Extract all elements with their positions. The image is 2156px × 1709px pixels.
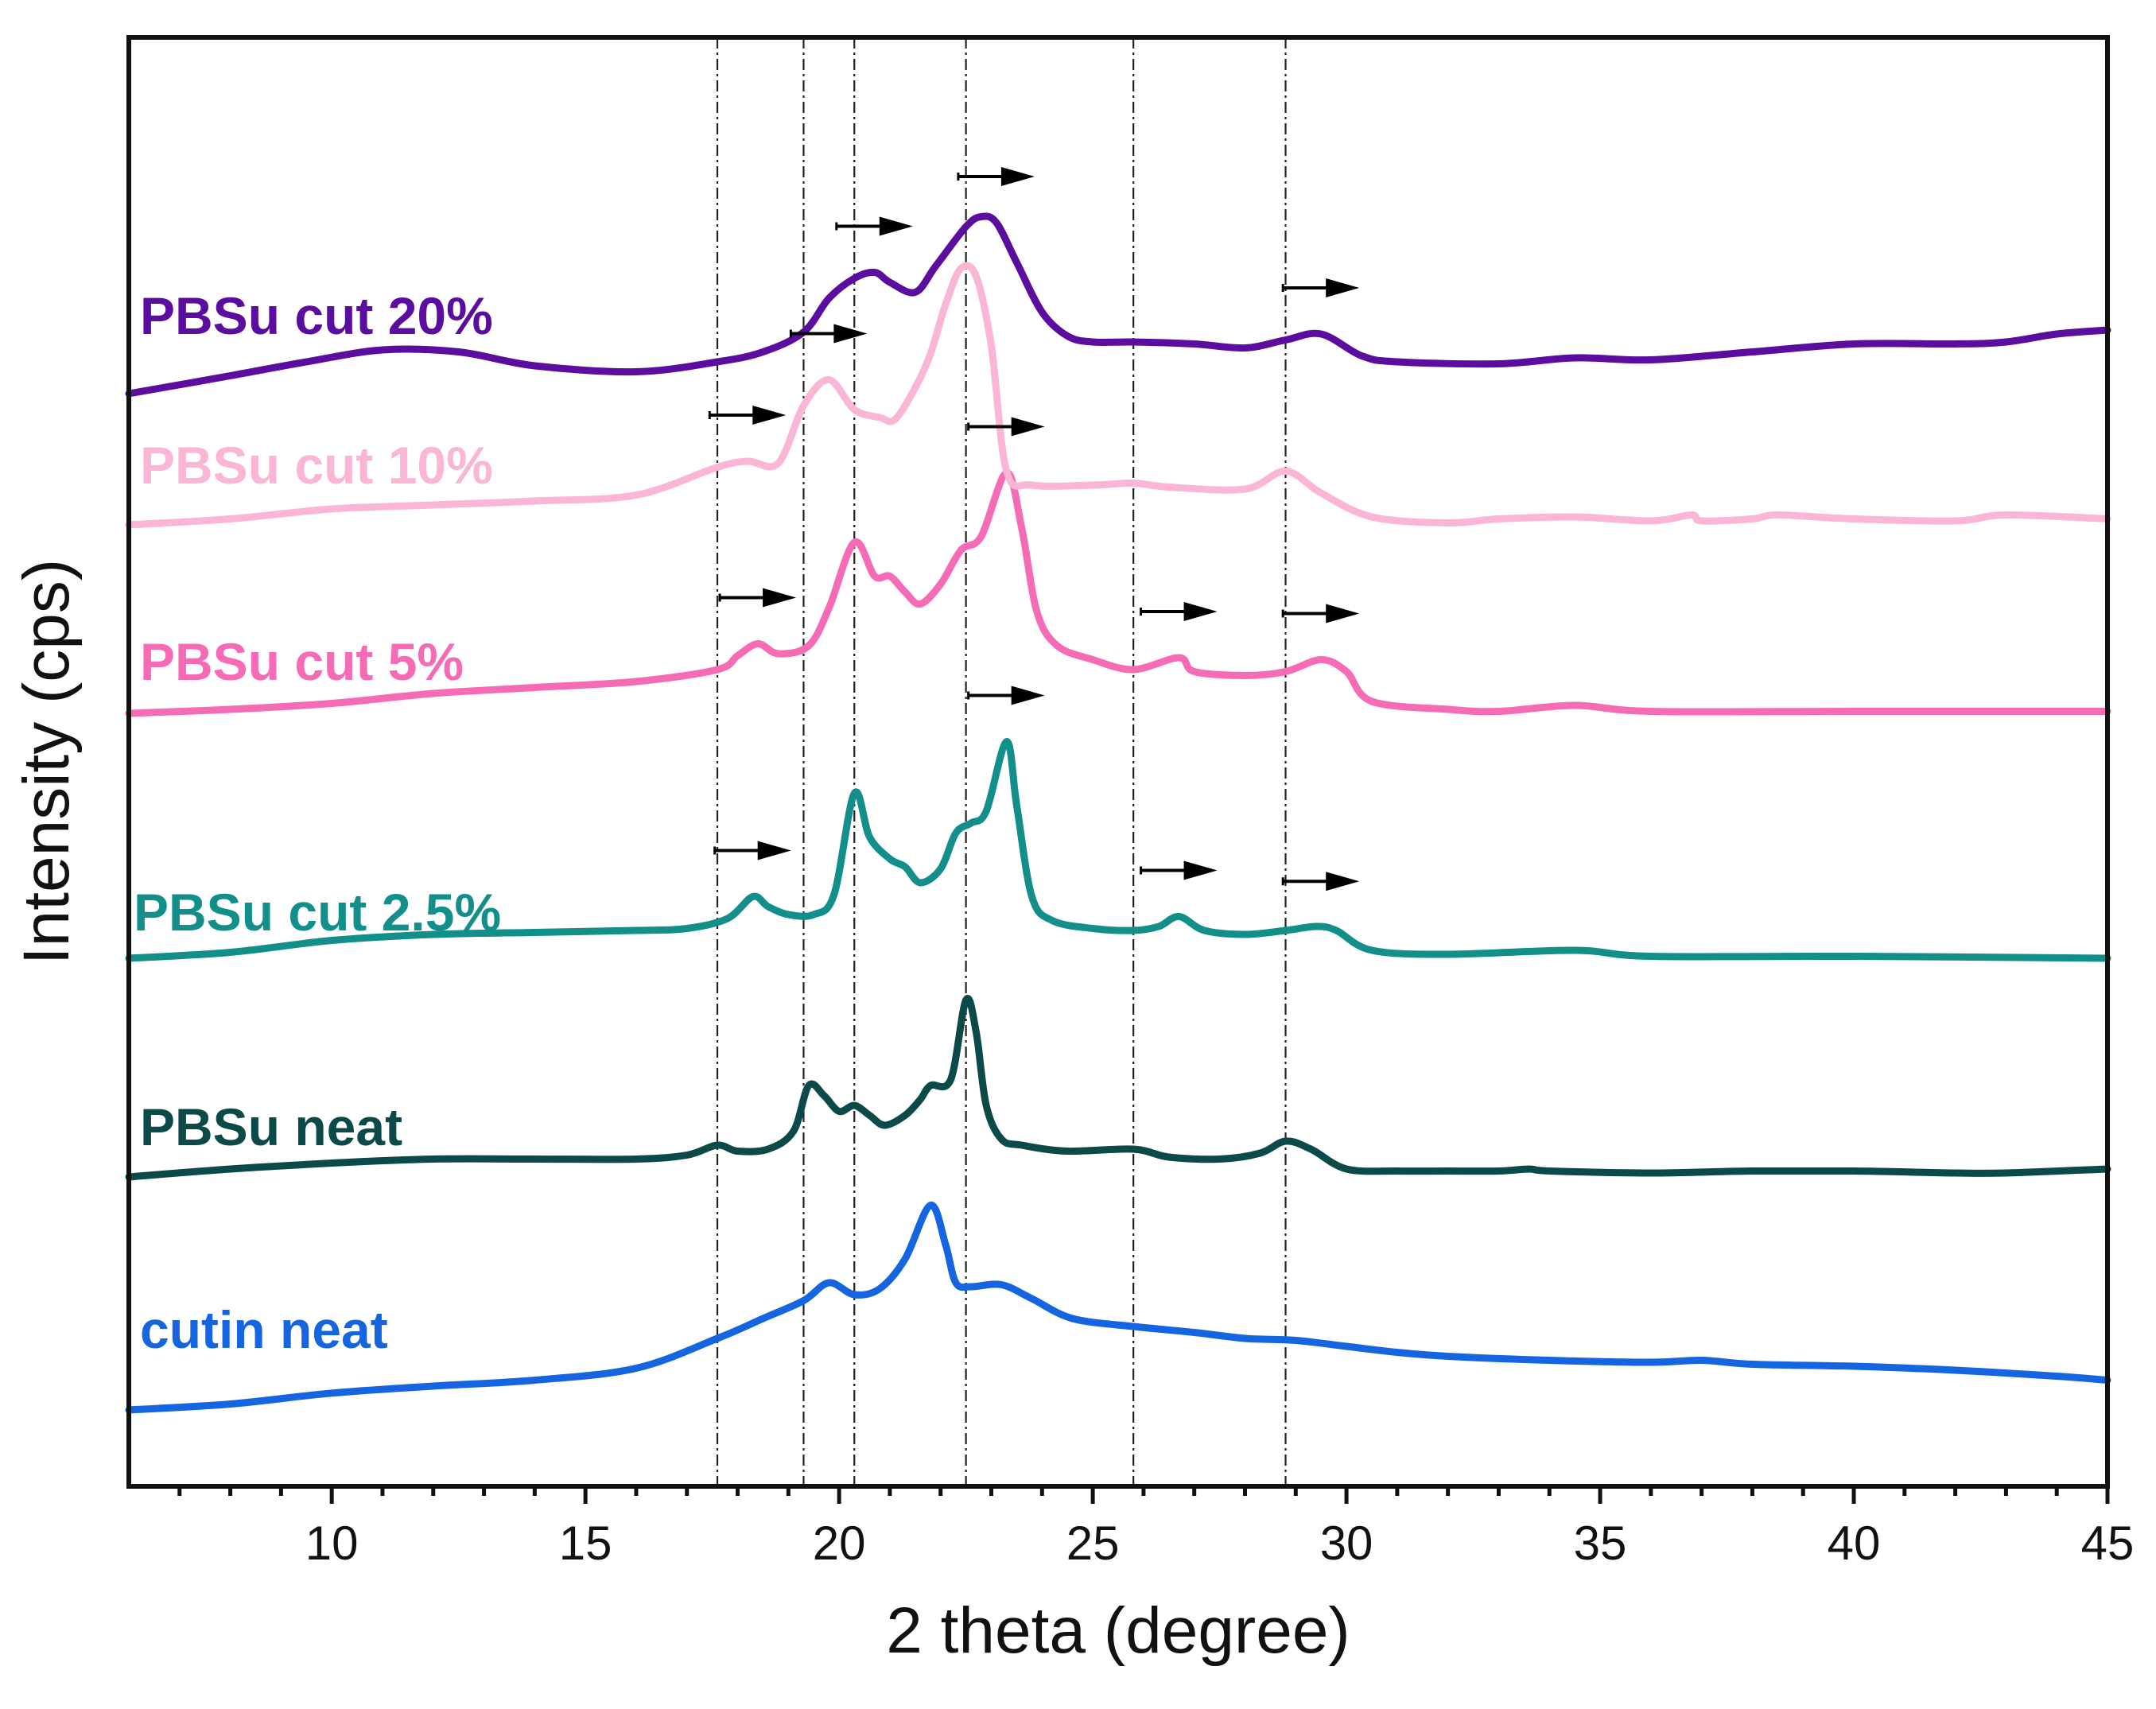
series-line (125, 212, 2111, 398)
plot-frame (126, 35, 2110, 1489)
x-tick-label: 45 (2081, 1517, 2135, 1570)
annotation-arrows (708, 167, 1360, 891)
series-label: cutin neat (140, 1300, 388, 1359)
x-tick-label: 10 (305, 1517, 359, 1570)
x-tick-label: 30 (1320, 1517, 1373, 1570)
shift-arrow (713, 841, 791, 860)
series-line (125, 994, 2111, 1181)
series-layer (125, 212, 2111, 1414)
series-line (125, 469, 2111, 717)
shift-arrow (1281, 604, 1360, 623)
shift-arrow (718, 588, 797, 608)
series-label: PBSu cut 10% (140, 436, 493, 495)
series-label: PBSu neat (140, 1097, 402, 1156)
y-axis-title: Intensity (cps) (10, 559, 83, 965)
series-label: PBSu cut 5% (140, 632, 464, 691)
x-tick-label: 40 (1828, 1517, 1881, 1570)
shift-arrow (789, 324, 868, 344)
shift-arrow (1281, 278, 1360, 297)
series-labels: cutin neat PBSu neat PBSu cut 2.5% PBSu cut… (134, 286, 501, 1359)
series-line (125, 737, 2111, 962)
x-tick-label: 35 (1574, 1517, 1627, 1570)
shift-arrow (1281, 872, 1360, 891)
shift-arrow (967, 417, 1045, 437)
series-line (125, 262, 2111, 529)
series-line (125, 1202, 2111, 1414)
x-tick-label: 15 (559, 1517, 612, 1570)
shift-arrow (835, 216, 913, 236)
series-label: PBSu cut 20% (140, 286, 493, 345)
series-label: PBSu cut 2.5% (134, 883, 501, 942)
x-tick-label: 25 (1066, 1517, 1120, 1570)
x-tick-label: 20 (813, 1517, 866, 1570)
shift-arrow (957, 167, 1035, 186)
shift-arrow (708, 406, 787, 425)
x-axis: 10 15 20 25 30 35 40 45 (177, 1486, 2135, 1570)
x-axis-title: 2 theta (degree) (886, 1594, 1350, 1667)
shift-arrow (1140, 860, 1218, 880)
shift-arrow (967, 686, 1045, 705)
shift-arrow (1140, 602, 1218, 621)
